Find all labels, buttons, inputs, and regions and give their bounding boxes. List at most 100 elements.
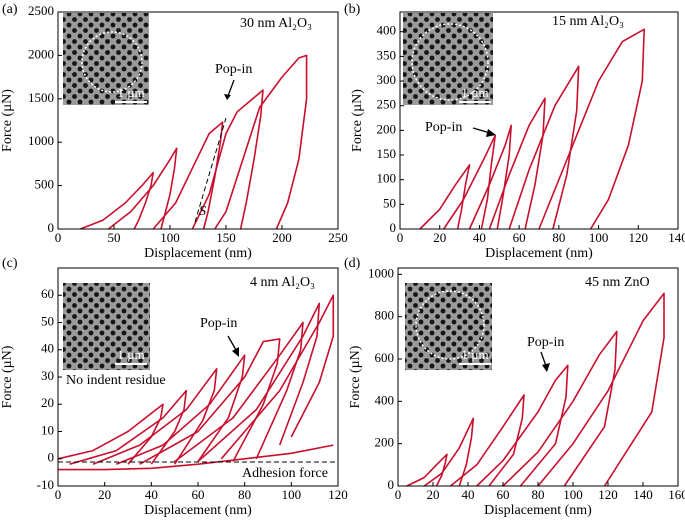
x-axis-label: Displacement (nm) [144, 246, 252, 261]
load-curve [537, 292, 665, 487]
x-tick-label: 80 [552, 230, 565, 245]
x-tick-label: 120 [629, 230, 649, 245]
x-tick-label: 200 [272, 230, 292, 245]
x-tick-label: 150 [216, 230, 236, 245]
y-tick-label: 20 [41, 395, 54, 410]
load-curve [174, 321, 304, 463]
load-curve [92, 368, 218, 465]
load-curve [419, 164, 471, 230]
x-tick-label: 40 [462, 487, 475, 502]
load-curve [220, 294, 335, 460]
y-tick-label: 2500 [28, 3, 54, 18]
x-tick-label: 0 [397, 230, 404, 245]
plot-frame [399, 11, 679, 230]
load-curve [468, 124, 512, 230]
x-tick-label: 0 [55, 230, 62, 245]
load-curve [488, 97, 546, 230]
y-tick-label: 100 [377, 171, 397, 186]
x-tick-label: 40 [473, 230, 486, 245]
y-tick-label: 30 [41, 368, 54, 383]
panel-title: 30 nm Al₂O₃ [240, 16, 312, 31]
y-tick-label: 250 [377, 97, 397, 112]
x-tick-label: 60 [192, 487, 205, 502]
x-tick-label: 50 [108, 230, 121, 245]
y-tick-label: 2000 [28, 46, 54, 61]
load-curve [423, 417, 475, 487]
load-curve [107, 147, 178, 230]
x-axis-label: Displacement (nm) [144, 503, 252, 518]
sem-inset [63, 13, 149, 105]
x-tick-label: 60 [513, 230, 526, 245]
panel-label: (b) [344, 2, 361, 17]
y-tick-label: 350 [377, 47, 397, 62]
x-tick-label: 120 [598, 487, 618, 502]
scale-bar-label: 1 µm [461, 347, 488, 362]
indent-circle [411, 23, 489, 101]
load-curve [80, 171, 154, 230]
scale-bar-label: 1 µm [117, 347, 144, 362]
panel-title: 45 nm ZnO [585, 275, 650, 290]
x-tick-label: 80 [532, 487, 545, 502]
sem-inset [403, 13, 493, 105]
indent-circle [81, 31, 143, 93]
arrow [472, 127, 491, 134]
y-axis-label: Force (µN) [0, 345, 15, 408]
x-tick-label: 0 [55, 487, 62, 502]
load-curve [476, 364, 569, 487]
y-tick-label: 1500 [28, 90, 54, 105]
y-tick-label: 60 [41, 286, 54, 301]
load-curve [508, 65, 580, 230]
annotation: Pop-in [527, 335, 564, 350]
x-tick-label: 20 [433, 230, 446, 245]
x-tick-label: 160 [668, 487, 685, 502]
x-tick-label: 20 [427, 487, 440, 502]
scale-bar-label: 1 µm [461, 85, 488, 100]
y-tick-label: 1000 [368, 265, 394, 280]
panel-label: (d) [344, 256, 361, 271]
x-tick-label: 20 [98, 487, 111, 502]
load-curve [538, 28, 645, 230]
load-curve [115, 354, 246, 465]
arrow-head [542, 363, 550, 372]
y-tick-label: 0 [388, 477, 395, 492]
y-axis-label: Force (µN) [350, 89, 365, 152]
x-tick-label: 140 [633, 487, 653, 502]
annotation: Pop-in [215, 62, 252, 77]
y-axis-label: Force (µN) [348, 345, 363, 408]
y-tick-label: 300 [377, 72, 397, 87]
y-tick-label: 1000 [28, 133, 54, 148]
y-tick-label: 150 [377, 146, 397, 161]
y-tick-label: 800 [375, 308, 395, 323]
y-tick-label: 10 [41, 422, 54, 437]
y-tick-label: 500 [35, 177, 55, 192]
x-tick-label: 60 [497, 487, 510, 502]
annotation: Pop-in [425, 120, 462, 135]
x-tick-label: 100 [589, 230, 609, 245]
load-curve [152, 121, 224, 230]
load-curve [139, 338, 281, 465]
arrow [227, 335, 237, 351]
load-curve [191, 89, 264, 230]
x-tick-label: 140 [668, 230, 685, 245]
y-tick-label: 0 [48, 220, 55, 235]
panel-title: 4 nm Al₂O₃ [250, 275, 315, 290]
plot-frame [57, 11, 339, 230]
load-curve [449, 394, 525, 487]
load-curve [197, 302, 321, 463]
y-tick-label: 0 [390, 220, 397, 235]
load-curve [58, 444, 334, 471]
y-tick-label: 50 [383, 195, 396, 210]
load-curve [406, 453, 448, 487]
arrow-head [486, 129, 496, 137]
x-tick-label: 40 [145, 487, 158, 502]
annotation: No indent residue [66, 373, 166, 388]
x-tick-label: 250 [328, 230, 348, 245]
y-tick-label: 200 [375, 435, 395, 450]
y-tick-label: 40 [41, 341, 54, 356]
panel-label: (a) [2, 2, 18, 17]
scale-bar-label: 1 µm [117, 85, 144, 100]
inset-images [63, 13, 493, 370]
y-tick-label: 400 [377, 23, 397, 38]
sem-inset [405, 283, 492, 370]
